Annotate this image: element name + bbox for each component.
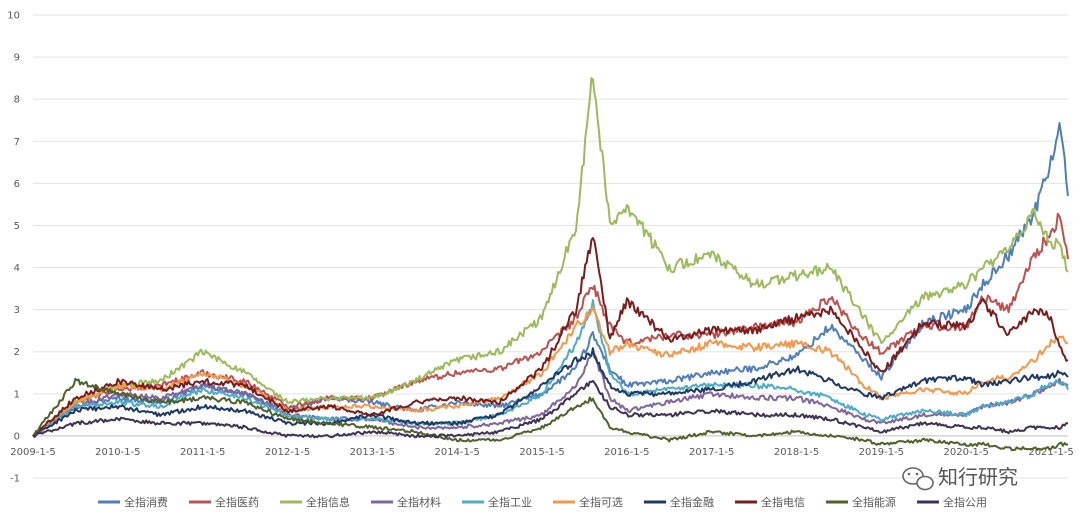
x-tick-label: 2017-1-5 xyxy=(689,447,734,458)
x-tick-label: 2020-1-5 xyxy=(944,447,989,458)
x-axis-ticks: 2009-1-5 2010-1-5 2011-1-5 2012-1-5 2013-1-5… xyxy=(10,447,1073,458)
y-tick-label: 3 xyxy=(14,305,20,316)
x-tick-label: 2014-1-5 xyxy=(434,447,479,458)
series-line xyxy=(32,77,1069,437)
y-tick-label: 8 xyxy=(14,95,20,106)
y-tick-label: 0 xyxy=(14,431,20,442)
gridlines xyxy=(33,14,1068,479)
x-tick-label: 2011-1-5 xyxy=(180,447,225,458)
watermark-text: 知行研究 xyxy=(938,465,1018,489)
x-tick-label: 2010-1-5 xyxy=(95,447,140,458)
legend-label: 全指金融 xyxy=(670,495,714,509)
legend-label: 全指消费 xyxy=(124,495,168,509)
watermark: 知行研究 xyxy=(902,465,1018,491)
legend-label: 全指工业 xyxy=(488,495,532,509)
legend-label: 全指可选 xyxy=(579,495,623,509)
y-tick-label: 5 xyxy=(14,221,20,232)
series-line xyxy=(32,379,1069,439)
legend-label: 全指医药 xyxy=(215,495,259,509)
y-tick-label: 9 xyxy=(14,53,20,64)
y-tick-label: 2 xyxy=(14,347,20,358)
legend-label: 全指电信 xyxy=(761,495,805,509)
series-line xyxy=(32,237,1069,437)
x-tick-label: 2021-1-5 xyxy=(1028,447,1073,458)
legend: 全指消费 全指医药 全指信息 全指材料 全指工业 全指可选 全指金融 全指电信 全指能源 全指公用 xyxy=(98,495,987,509)
x-tick-label: 2016-1-5 xyxy=(604,447,649,458)
x-tick-label: 2009-1-5 xyxy=(10,447,55,458)
series-lines xyxy=(32,77,1069,452)
legend-label: 全指材料 xyxy=(397,495,441,509)
x-tick-label: 2012-1-5 xyxy=(265,447,310,458)
y-tick-label: -1 xyxy=(10,474,20,485)
wechat-icon xyxy=(902,467,934,491)
y-tick-label: 7 xyxy=(14,137,20,148)
series-line xyxy=(32,377,1069,452)
x-tick-label: 2018-1-5 xyxy=(774,447,819,458)
legend-label: 全指公用 xyxy=(943,495,987,509)
x-tick-label: 2015-1-5 xyxy=(519,447,564,458)
y-tick-label: 6 xyxy=(14,179,20,190)
y-tick-label: 4 xyxy=(14,263,20,274)
series-line xyxy=(32,305,1069,437)
series-line xyxy=(32,351,1069,437)
series-line xyxy=(32,212,1069,437)
x-tick-label: 2019-1-5 xyxy=(859,447,904,458)
x-tick-label: 2013-1-5 xyxy=(350,447,395,458)
y-tick-label: 1 xyxy=(14,389,20,400)
y-tick-label: 10 xyxy=(7,11,20,22)
legend-label: 全指能源 xyxy=(852,495,896,509)
series-line xyxy=(32,347,1069,437)
legend-label: 全指信息 xyxy=(306,495,350,509)
y-axis-ticks: -1 0 1 2 3 4 5 6 7 8 9 10 xyxy=(7,11,20,485)
series-line xyxy=(32,299,1069,437)
